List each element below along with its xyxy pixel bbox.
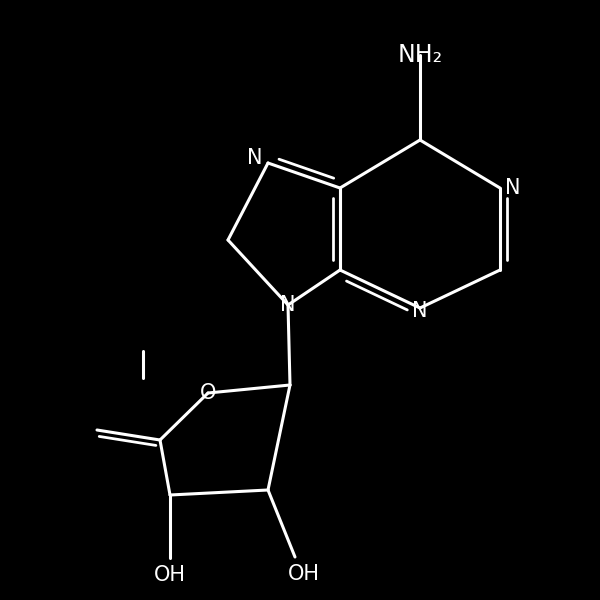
Text: OH: OH [288,564,320,584]
Text: N: N [412,301,428,321]
Text: OH: OH [154,565,186,585]
Text: NH₂: NH₂ [397,43,443,67]
Text: O: O [200,383,216,403]
Text: N: N [247,148,263,168]
Text: N: N [505,178,521,198]
Text: N: N [280,295,296,315]
